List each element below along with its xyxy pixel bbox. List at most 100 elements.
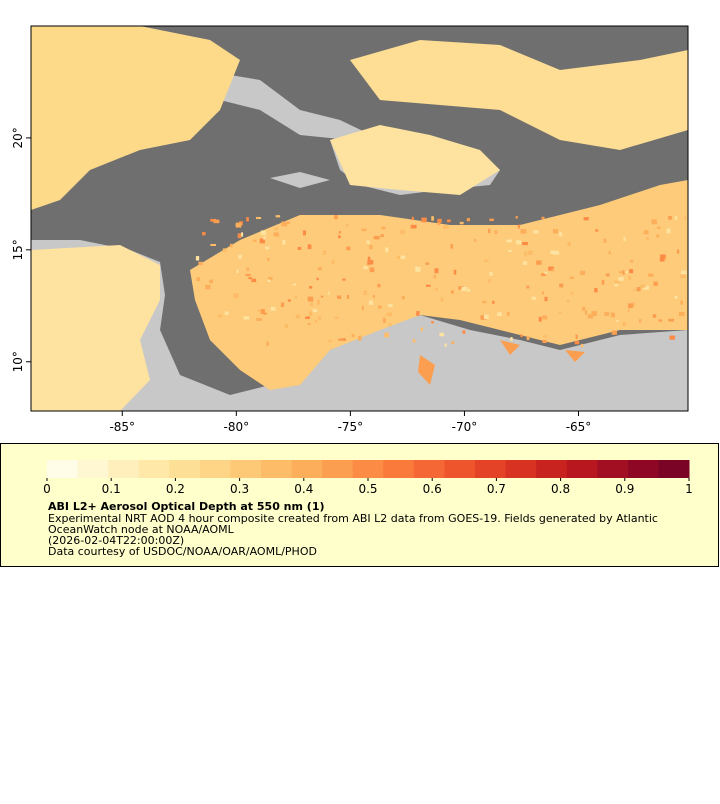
speckle xyxy=(541,291,545,295)
speckle xyxy=(663,257,667,261)
speckle xyxy=(243,316,250,320)
speckle xyxy=(294,295,298,299)
speckle xyxy=(484,259,489,263)
speckle xyxy=(245,273,251,277)
speckle xyxy=(443,225,449,229)
speckle xyxy=(648,273,654,277)
speckle xyxy=(202,231,206,236)
speckle xyxy=(307,322,311,326)
speckle xyxy=(196,277,200,282)
speckle xyxy=(553,250,560,255)
speckle xyxy=(608,251,611,255)
speckle xyxy=(435,287,438,291)
speckle xyxy=(377,283,381,288)
speckle xyxy=(308,286,313,289)
speckle xyxy=(559,232,563,237)
speckle xyxy=(314,319,318,323)
speckle xyxy=(246,267,250,271)
speckle xyxy=(416,311,420,316)
speckle xyxy=(603,238,607,243)
speckle xyxy=(248,277,253,280)
speckle xyxy=(284,324,288,329)
colorbar-swatch xyxy=(261,460,293,478)
speckle xyxy=(260,309,266,315)
speckle xyxy=(605,273,610,277)
speckle xyxy=(580,343,584,348)
speckle xyxy=(263,236,266,240)
speckle xyxy=(307,244,312,250)
speckle xyxy=(622,270,625,275)
aerosol-speckles xyxy=(195,215,687,348)
colorbar-swatch xyxy=(230,460,262,478)
speckle xyxy=(233,293,239,299)
speckle xyxy=(256,318,262,321)
speckle xyxy=(401,295,405,300)
speckle xyxy=(680,274,686,279)
speckle xyxy=(251,278,257,283)
colorbar-swatch xyxy=(77,460,109,478)
speckle xyxy=(385,247,389,253)
speckle xyxy=(628,303,633,309)
speckle xyxy=(482,300,487,304)
speckle xyxy=(440,297,444,302)
speckle xyxy=(263,312,267,315)
speckle xyxy=(210,218,217,222)
speckle xyxy=(318,316,322,321)
speckle xyxy=(680,270,687,275)
speckle xyxy=(323,250,327,255)
speckle xyxy=(616,319,619,322)
speckle xyxy=(494,230,498,234)
speckle xyxy=(386,312,392,317)
speckle xyxy=(334,316,340,319)
speckle xyxy=(338,231,342,234)
speckle xyxy=(623,236,626,242)
speckle xyxy=(566,299,570,303)
speckle xyxy=(222,248,227,252)
x-tick-label: -65° xyxy=(566,420,592,434)
speckle xyxy=(369,244,373,250)
speckle xyxy=(483,314,489,320)
colorbar-tick-label: 0 xyxy=(43,482,51,496)
speckle xyxy=(444,343,447,347)
speckle xyxy=(610,312,615,318)
speckle xyxy=(651,219,657,225)
speckle xyxy=(367,260,374,265)
speckle xyxy=(618,277,624,281)
speckle xyxy=(542,335,547,338)
speckle xyxy=(451,341,455,344)
speckle xyxy=(548,266,554,271)
speckle xyxy=(302,230,307,236)
speckle xyxy=(317,267,322,271)
speckle xyxy=(601,280,605,285)
speckle xyxy=(295,314,301,319)
speckle xyxy=(558,311,562,315)
speckle xyxy=(382,318,386,323)
speckle xyxy=(488,228,491,234)
map xyxy=(31,26,688,411)
speckle xyxy=(628,276,632,281)
speckle xyxy=(380,234,384,238)
colorbar-swatch xyxy=(169,460,201,478)
speckle xyxy=(377,305,382,309)
x-tick-label: -85° xyxy=(109,420,135,434)
speckle xyxy=(515,240,522,245)
colorbar-swatch xyxy=(475,460,507,478)
aerosol-area xyxy=(418,355,435,385)
colorbar-swatch xyxy=(47,460,79,478)
speckle xyxy=(540,273,546,277)
speckle xyxy=(381,226,386,230)
speckle xyxy=(658,319,663,322)
speckle xyxy=(236,269,239,274)
y-tick-label: 10° xyxy=(11,351,25,372)
speckle xyxy=(213,219,220,224)
speckle xyxy=(604,312,610,316)
speckle xyxy=(571,292,574,295)
speckle xyxy=(544,296,548,302)
speckle xyxy=(260,230,267,235)
speckle xyxy=(384,332,390,338)
speckle xyxy=(246,217,249,222)
speckle xyxy=(458,286,464,290)
speckle xyxy=(433,274,436,279)
